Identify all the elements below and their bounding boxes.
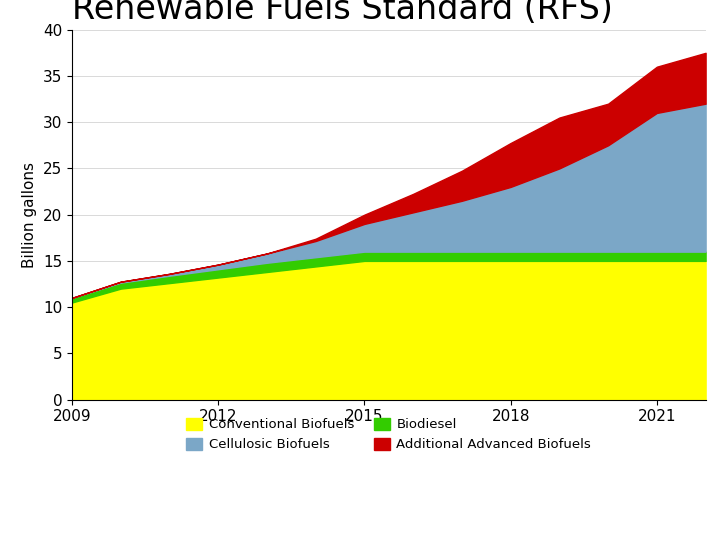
Text: Renewable Fuels Standard (RFS): Renewable Fuels Standard (RFS) xyxy=(72,0,613,25)
Y-axis label: Billion gallons: Billion gallons xyxy=(22,161,37,268)
Text: IOWA STATE UNIVERSITY: IOWA STATE UNIVERSITY xyxy=(14,485,239,500)
Text: Extension and Outreach/Department of Economics: Extension and Outreach/Department of Eco… xyxy=(14,517,279,528)
Text: Ag Decision Maker: Ag Decision Maker xyxy=(546,499,706,514)
Legend: Conventional Biofuels, Cellulosic Biofuels, Biodiesel, Additional Advanced Biofu: Conventional Biofuels, Cellulosic Biofue… xyxy=(182,414,595,455)
